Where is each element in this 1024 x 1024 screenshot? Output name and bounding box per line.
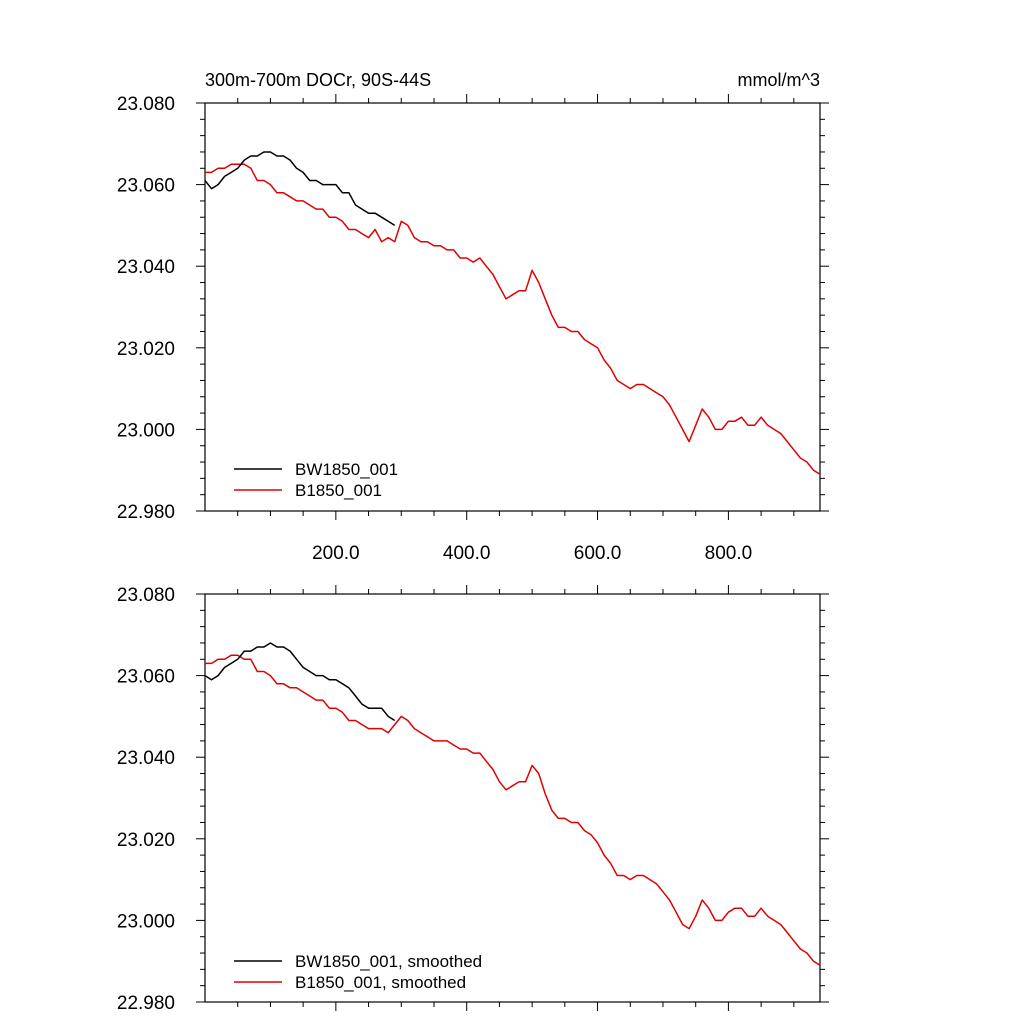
y-tick-labels: 22.980 23.000 23.020 23.040 23.060 23.080 [117, 585, 175, 1014]
y-tick-label: 23.060 [117, 176, 175, 197]
y-tick-labels: 22.980 23.000 23.020 23.040 23.060 23.080 [117, 94, 175, 523]
axis-ticks [196, 94, 829, 520]
y-tick-label: 23.040 [117, 257, 175, 278]
series-line-1 [205, 654, 821, 966]
legend: BW1850_001 B1850_001 [234, 460, 398, 500]
plot-frame [204, 102, 821, 512]
y-tick-label: 23.060 [117, 667, 175, 688]
legend-label-b1850-smoothed: B1850_001, smoothed [295, 973, 466, 992]
y-tick-label: 23.000 [117, 420, 175, 441]
units-label: mmol/m^3 [738, 70, 820, 90]
axis-ticks [196, 585, 829, 1011]
legend-label-b1850: B1850_001 [295, 481, 382, 500]
top-chart: 300m-700m DOCr, 90S-44S mmol/m^3 22.9802… [117, 70, 829, 564]
legend-label-bw1850: BW1850_001 [295, 460, 398, 479]
y-tick-label: 23.040 [117, 748, 175, 769]
series-line-0 [204, 642, 396, 722]
legend-label-bw1850-smoothed: BW1850_001, smoothed [295, 952, 482, 971]
x-tick-label: 400.0 [443, 543, 491, 564]
series-lines [204, 151, 821, 475]
series-line-1 [205, 163, 821, 475]
y-tick-label: 23.020 [117, 830, 175, 851]
chart-title: 300m-700m DOCr, 90S-44S [205, 70, 431, 90]
x-tick-label: 200.0 [312, 543, 360, 564]
y-tick-label: 23.020 [117, 339, 175, 360]
bottom-chart: 22.980 23.000 23.020 23.040 23.060 23.080 BW1… [117, 585, 829, 1014]
y-tick-label: 23.080 [117, 585, 175, 606]
y-tick-label: 23.000 [117, 911, 175, 932]
x-tick-labels: 200.0 400.0 600.0 800.0 [312, 543, 752, 564]
series-line-0 [204, 151, 396, 227]
y-tick-label: 23.080 [117, 94, 175, 115]
x-tick-label: 600.0 [574, 543, 622, 564]
x-tick-label: 800.0 [705, 543, 753, 564]
plot-frame [204, 593, 821, 1003]
legend: BW1850_001, smoothed B1850_001, smoothed [234, 952, 482, 992]
series-lines [204, 642, 821, 966]
y-tick-label: 22.980 [117, 502, 175, 523]
y-tick-label: 22.980 [117, 993, 175, 1014]
